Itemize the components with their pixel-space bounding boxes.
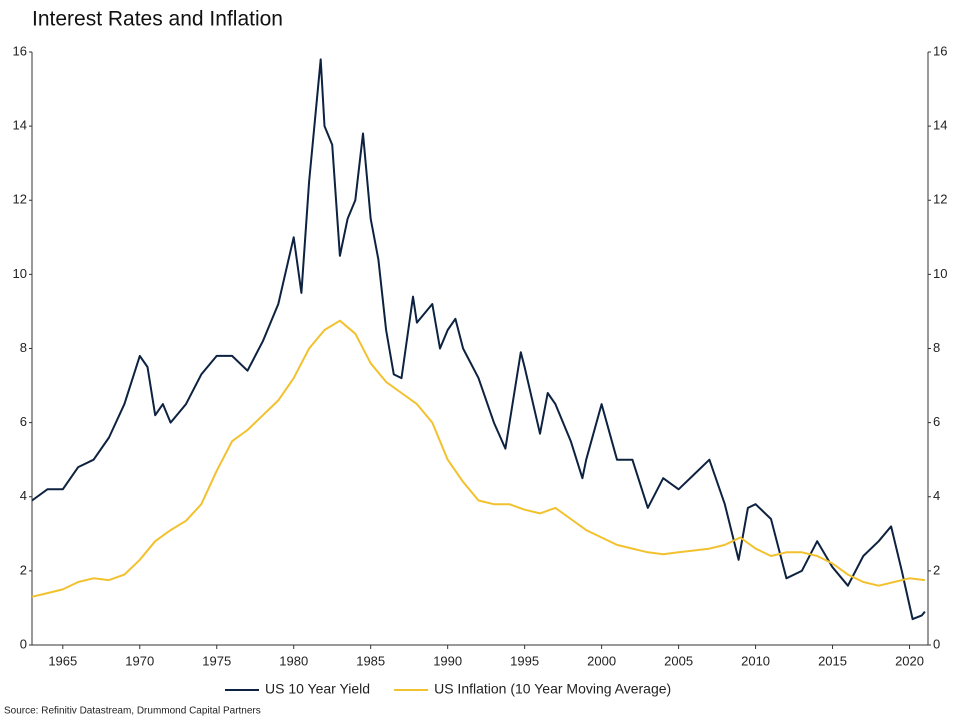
y2-tick-label: 14 <box>933 118 947 133</box>
y2-tick-label: 6 <box>933 414 940 429</box>
y-tick-label: 4 <box>20 488 27 503</box>
chart-title: Interest Rates and Inflation <box>32 8 283 31</box>
x-tick-label: 1985 <box>356 653 385 668</box>
legend-label: US Inflation (10 Year Moving Average) <box>434 681 671 697</box>
x-tick-label: 1995 <box>510 653 539 668</box>
x-tick-label: 1965 <box>48 653 77 668</box>
y-tick-label: 12 <box>13 192 27 207</box>
series-line <box>31 319 926 598</box>
y2-tick-label: 8 <box>933 340 940 355</box>
y-tick-label: 10 <box>13 266 27 281</box>
series-line <box>31 58 926 621</box>
x-tick-label: 2020 <box>895 653 924 668</box>
y-tick-label: 16 <box>13 43 27 58</box>
y2-tick-label: 12 <box>933 192 947 207</box>
y2-tick-label: 0 <box>933 636 940 651</box>
legend-label: US 10 Year Yield <box>265 681 370 697</box>
y-tick-label: 14 <box>13 118 27 133</box>
source: Source: Refinitiv Datastream, Drummond C… <box>4 706 261 717</box>
y-tick-label: 8 <box>20 340 27 355</box>
x-tick-label: 2005 <box>664 653 693 668</box>
x-tick-label: 2010 <box>741 653 770 668</box>
x-tick-label: 2000 <box>587 653 616 668</box>
x-tick-label: 1990 <box>433 653 462 668</box>
y2-tick-label: 16 <box>933 43 947 58</box>
y2-tick-label: 2 <box>933 562 940 577</box>
x-tick-label: 1975 <box>202 653 231 668</box>
x-tick-label: 2015 <box>818 653 847 668</box>
y2-tick-label: 10 <box>933 266 947 281</box>
x-tick-label: 1980 <box>279 653 308 668</box>
y-tick-label: 0 <box>20 636 27 651</box>
y2-tick-label: 4 <box>933 488 940 503</box>
y-tick-label: 6 <box>20 414 27 429</box>
x-tick-label: 1970 <box>125 653 154 668</box>
y-tick-label: 2 <box>20 562 27 577</box>
